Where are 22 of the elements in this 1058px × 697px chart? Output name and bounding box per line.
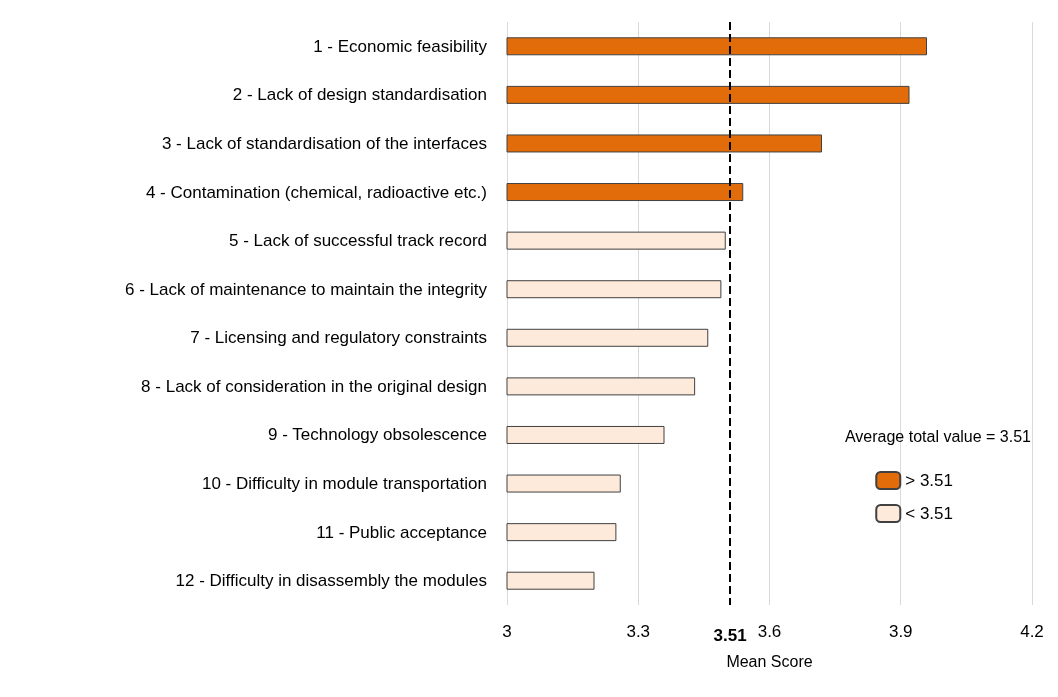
legend-label: > 3.51 xyxy=(905,471,954,490)
legend-title: Average total value = 3.51 xyxy=(844,427,1032,445)
x-axis-title: Mean Score xyxy=(726,652,813,670)
y-tick-label: 12 - Difficulty in disassembly the modules xyxy=(175,571,487,591)
y-tick-label: 3 - Lack of standardisation of the interfaces xyxy=(161,133,487,153)
y-tick-label: 8 - Lack of consideration in the original design xyxy=(141,376,487,396)
y-tick-label: 7 - Licensing and regulatory constraints xyxy=(190,328,487,348)
y-tick-label: 11 - Public acceptance xyxy=(316,522,487,542)
y-tick-label: 9 - Technology obsolescence xyxy=(268,425,487,445)
x-tick-label: 3 xyxy=(502,622,512,641)
y-tick-label: 1 - Economic feasibility xyxy=(313,36,488,56)
ref-line-label: 3.51 xyxy=(713,626,747,645)
y-tick-label: 4 - Contamination (chemical, radioactive etc.) xyxy=(145,182,487,202)
y-tick-label: 2 - Lack of design standardisation xyxy=(232,85,487,105)
legend-label: < 3.51 xyxy=(905,504,954,523)
x-tick-label: 4.2 xyxy=(1020,622,1044,641)
x-tick-label: 3.6 xyxy=(757,622,782,641)
y-tick-label: 5 - Lack of successful track record xyxy=(229,231,487,251)
x-tick-label: 3.3 xyxy=(626,622,651,641)
y-tick-label: 6 - Lack of maintenance to maintain the integrity xyxy=(125,279,488,299)
x-tick-label: 3.9 xyxy=(888,622,913,641)
y-tick-label: 10 - Difficulty in module transportation xyxy=(201,474,487,494)
